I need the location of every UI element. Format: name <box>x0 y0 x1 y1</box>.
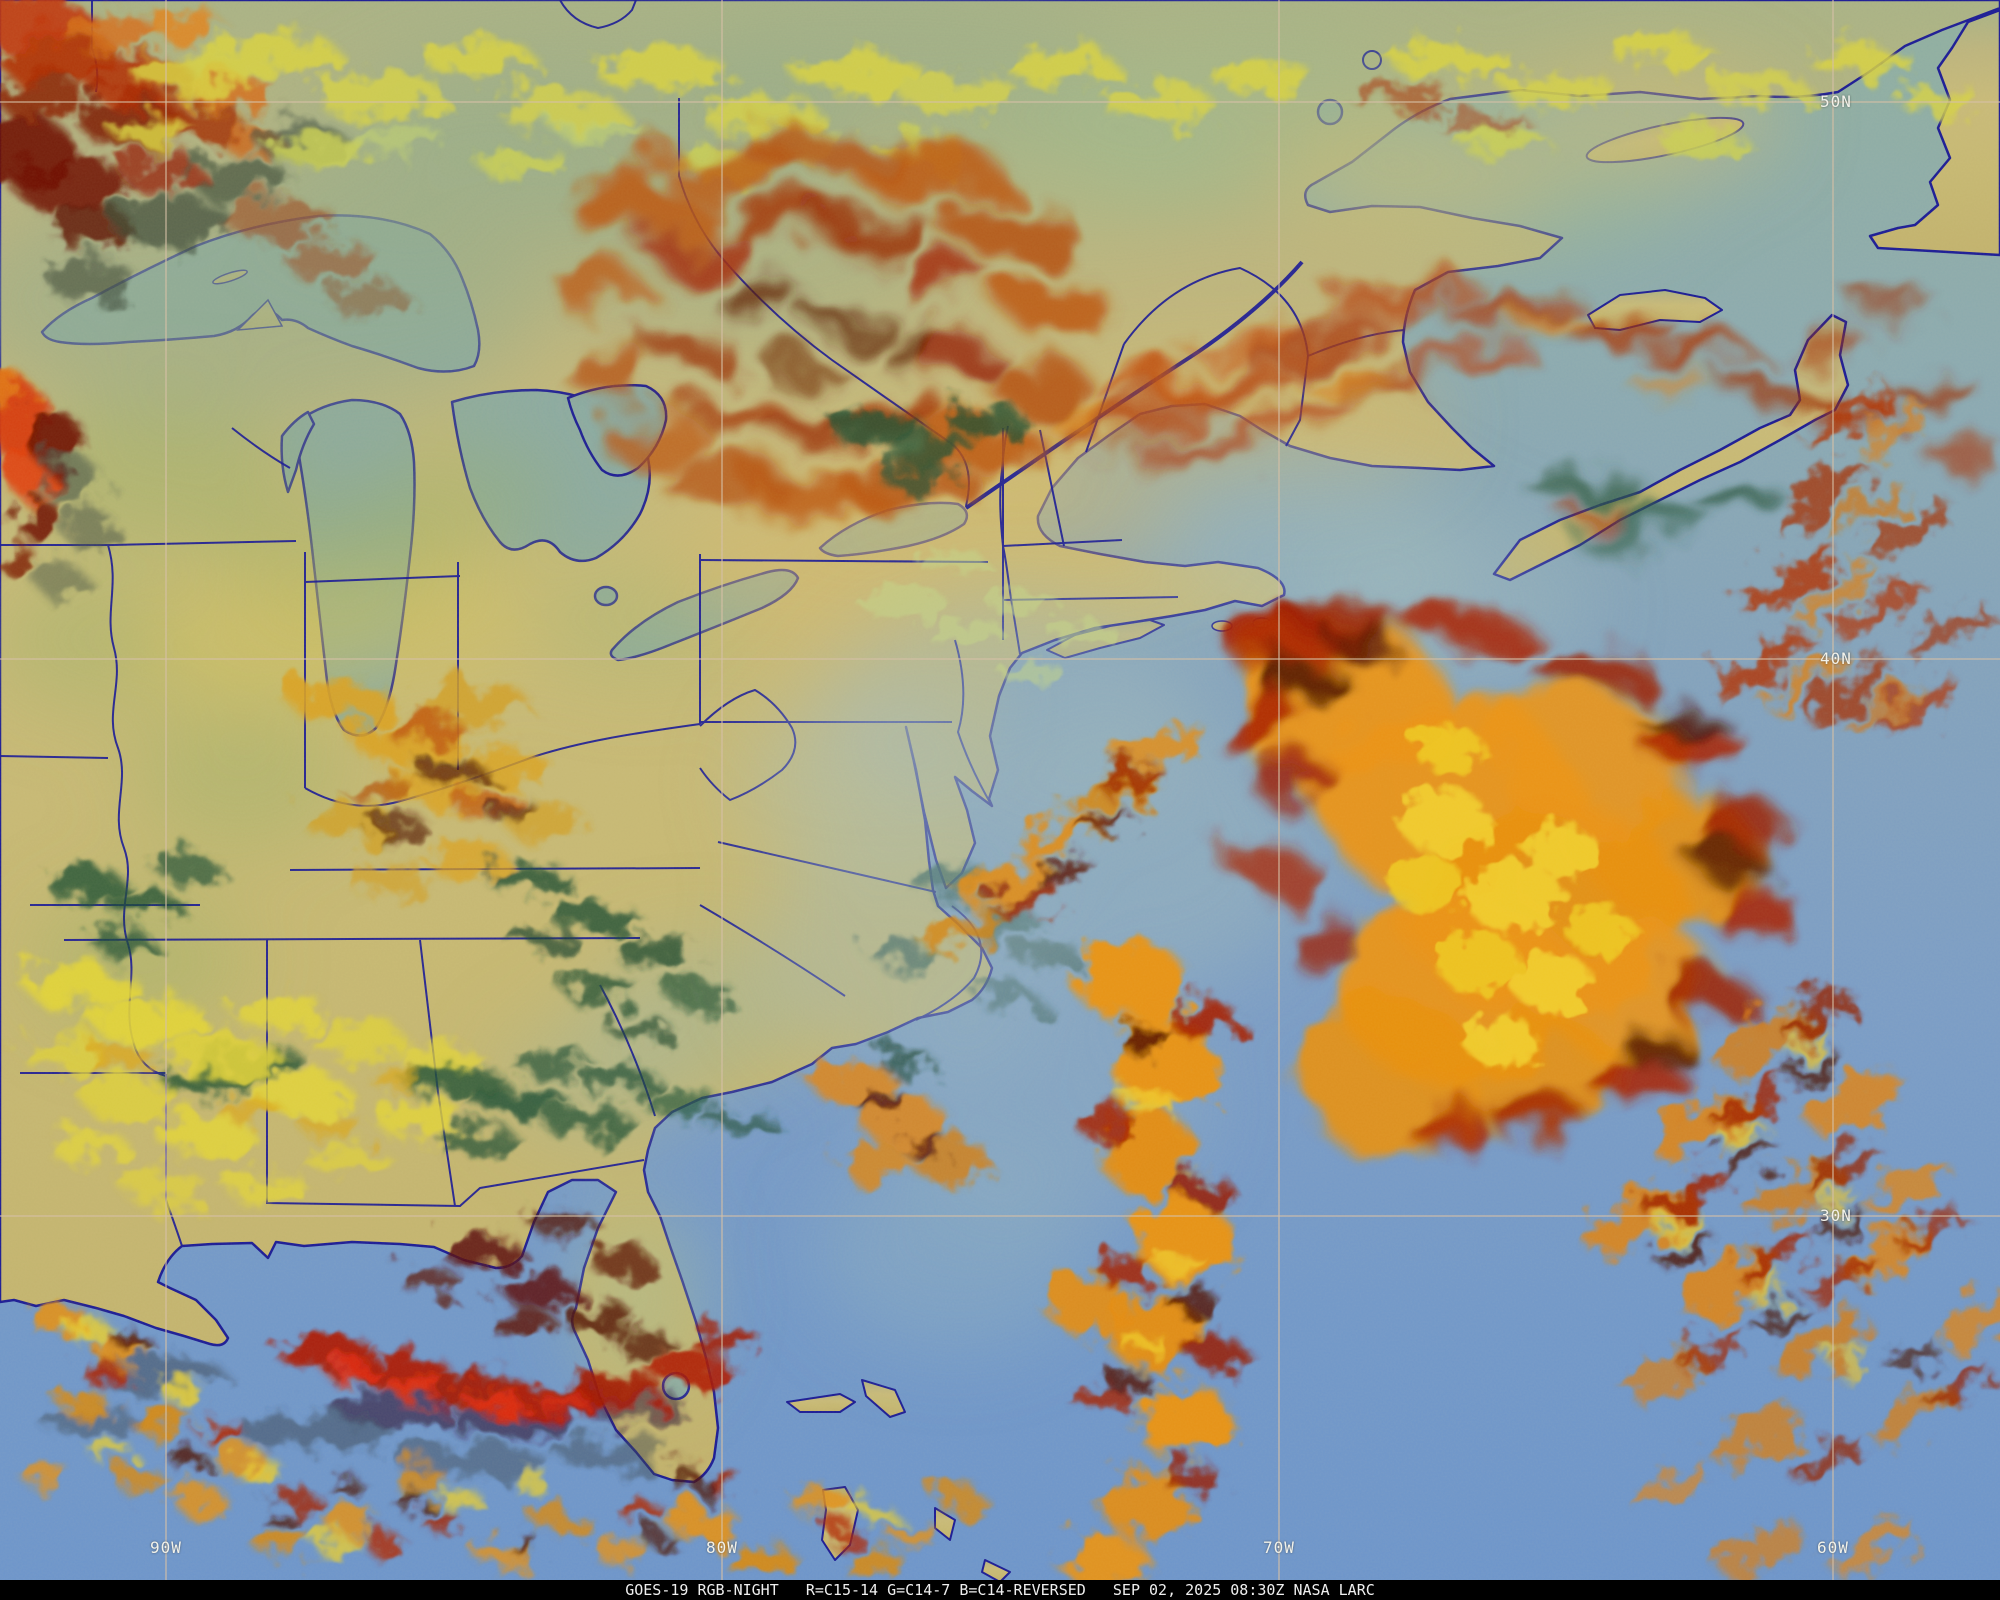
caption-bar: GOES-19 RGB-NIGHT R=C15-14 G=C14-7 B=C14… <box>0 1580 2000 1600</box>
caption-text: GOES-19 RGB-NIGHT R=C15-14 G=C14-7 B=C14… <box>625 1581 1375 1599</box>
